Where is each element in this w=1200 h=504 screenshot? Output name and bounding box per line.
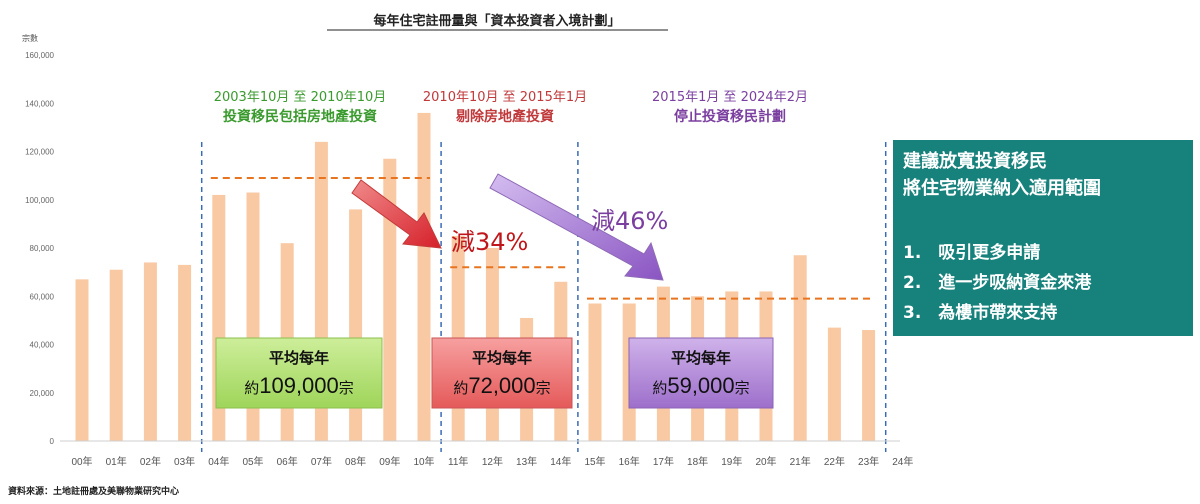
x-tick-label: 13年	[516, 455, 537, 468]
x-tick-label: 16年	[619, 455, 640, 468]
y-tick-label: 60,000	[30, 292, 55, 301]
y-tick-label: 100,000	[25, 196, 54, 205]
period-2-date: 2010年10月 至 2015年1月	[423, 90, 587, 105]
x-tick-label: 15年	[584, 455, 605, 468]
bar	[793, 255, 807, 441]
average-box-period-1: 平均每年 約109,000宗	[215, 337, 383, 409]
suggestion-title-line2: 將住宅物業納入適用範圍	[903, 177, 1101, 199]
y-tick-label: 120,000	[25, 148, 54, 157]
bar	[75, 279, 89, 441]
reduction-label-1: 減34%	[451, 228, 528, 256]
period-1-date: 2003年10月 至 2010年10月	[214, 90, 387, 105]
period-3-date: 2015年1月 至 2024年2月	[652, 90, 808, 105]
x-tick-label: 08年	[345, 455, 366, 468]
bar	[862, 330, 876, 441]
x-tick-label: 18年	[687, 455, 708, 468]
x-tick-label: 14年	[550, 455, 571, 468]
suggestion-title-line1: 建議放寬投資移民	[903, 150, 1047, 172]
average-box-period-2: 平均每年 約72,000宗	[431, 337, 573, 409]
y-tick-label: 80,000	[30, 244, 55, 253]
bar	[143, 262, 157, 441]
y-tick-label: 140,000	[25, 99, 54, 108]
bar	[588, 303, 602, 441]
x-tick-label: 07年	[311, 455, 332, 468]
x-tick-label: 05年	[242, 455, 263, 468]
period-dividers	[200, 142, 887, 452]
reduction-label-2: 減46%	[591, 207, 668, 235]
x-tick-label: 22年	[824, 455, 845, 468]
average-box-period-3: 平均每年 約59,000宗	[628, 337, 774, 409]
x-tick-label: 02年	[140, 455, 161, 468]
bar	[827, 327, 841, 441]
suggestion-panel-bg	[893, 140, 1193, 336]
y-tick-label: 20,000	[30, 389, 55, 398]
y-tick-labels: 0 20,000 40,000 60,000 80,000 100,000 120,000 1…	[25, 51, 54, 446]
x-tick-label: 24年	[892, 455, 913, 468]
x-tick-label: 17年	[653, 455, 674, 468]
bar	[178, 264, 192, 441]
x-tick-label: 12年	[482, 455, 503, 468]
x-tick-label: 19年	[721, 455, 742, 468]
x-tick-label: 23年	[858, 455, 879, 468]
period-3-desc: 停止投資移民計劃	[674, 108, 786, 125]
y-tick-label: 160,000	[25, 51, 54, 60]
average-box-2-value: 約72,000宗	[453, 373, 550, 398]
average-box-1-value: 約109,000宗	[244, 373, 354, 398]
bar	[417, 112, 431, 442]
average-lines	[210, 177, 875, 300]
average-box-2-label: 平均每年	[472, 349, 532, 367]
bar	[109, 269, 123, 441]
reduction-arrow-red	[351, 179, 442, 249]
x-tick-label: 01年	[106, 455, 127, 468]
suggestion-item-1: 1. 吸引更多申請	[903, 242, 1040, 263]
y-tick-label: 40,000	[30, 341, 55, 350]
x-tick-label: 06年	[277, 455, 298, 468]
x-tick-label: 04年	[208, 455, 229, 468]
average-box-1-label: 平均每年	[269, 349, 329, 367]
suggestion-item-2: 2. 進一步吸納資金來港	[903, 272, 1092, 293]
reduction-arrow-purple	[489, 173, 664, 281]
x-tick-labels: 00年 01年 02年 03年 04年 05年 06年 07年 08年 09年 10年 11年 12年 1…	[71, 455, 913, 468]
chart-title: 每年住宅註冊量與「資本投資者入境計劃」	[373, 13, 620, 29]
x-tick-label: 20年	[755, 455, 776, 468]
x-tick-label: 10年	[413, 455, 434, 468]
period-2-desc: 剔除房地產投資	[455, 108, 554, 125]
suggestion-panel: 建議放寬投資移民 將住宅物業納入適用範圍 1. 吸引更多申請 2. 進一步吸納資…	[893, 140, 1193, 336]
bar	[383, 158, 397, 442]
x-tick-label: 03年	[174, 455, 195, 468]
period-1-desc: 投資移民包括房地產投資	[223, 108, 377, 125]
x-tick-label: 00年	[71, 455, 92, 468]
y-tick-label: 0	[50, 437, 55, 446]
source-note: 資料來源：土地註冊處及美聯物業研究中心	[8, 485, 179, 497]
y-axis-label: 宗數	[22, 33, 38, 43]
x-tick-label: 11年	[448, 455, 468, 468]
average-box-3-label: 平均每年	[671, 349, 731, 367]
suggestion-item-3: 3. 為樓市帶來支持	[903, 302, 1057, 323]
x-tick-label: 09年	[379, 455, 400, 468]
x-tick-label: 21年	[790, 455, 811, 468]
average-box-3-value: 約59,000宗	[652, 373, 749, 398]
